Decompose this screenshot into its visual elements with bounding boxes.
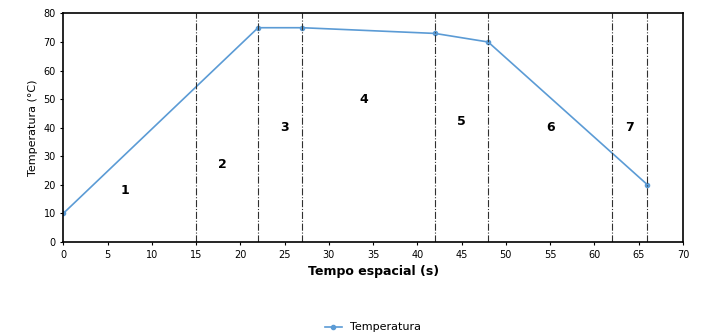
X-axis label: Tempo espacial (s): Tempo espacial (s) bbox=[308, 265, 439, 278]
Text: 2: 2 bbox=[218, 158, 227, 171]
Text: 7: 7 bbox=[625, 121, 634, 134]
Text: 4: 4 bbox=[360, 93, 369, 106]
Text: 6: 6 bbox=[546, 121, 555, 134]
Text: 5: 5 bbox=[457, 116, 466, 128]
Temperatura bbox=[298, 26, 306, 30]
Temperatura bbox=[254, 26, 263, 30]
Line: Temperatura: Temperatura bbox=[61, 26, 650, 215]
Text: 3: 3 bbox=[280, 121, 289, 134]
Y-axis label: Temperatura (°C): Temperatura (°C) bbox=[27, 79, 38, 176]
Legend: Temperatura: Temperatura bbox=[325, 322, 422, 332]
Temperatura bbox=[431, 32, 439, 36]
Temperatura bbox=[59, 211, 68, 215]
Temperatura bbox=[484, 40, 492, 44]
Temperatura bbox=[643, 183, 652, 187]
Text: 1: 1 bbox=[121, 184, 130, 197]
